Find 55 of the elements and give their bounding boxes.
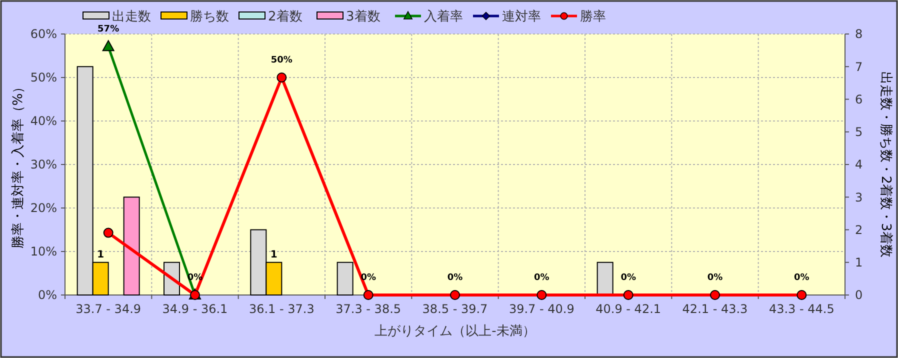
point (623, 290, 634, 300)
data-label: 0% (447, 273, 463, 283)
legend-label: 3着数 (346, 8, 380, 25)
point (710, 290, 720, 300)
point (536, 290, 547, 300)
y-tick-label: 30% (30, 158, 57, 172)
y2-tick-label: 0 (855, 288, 863, 302)
point (103, 228, 114, 238)
x-tick-label: 33.7 - 34.9 (76, 302, 142, 316)
y-tick-label: 20% (30, 201, 57, 216)
y2-tick-label: 1 (855, 256, 863, 270)
data-label: 57% (98, 24, 120, 35)
legend-label: 勝ち数 (190, 10, 229, 25)
y2-tick-label: 7 (855, 60, 863, 74)
legend-label: 入着率 (424, 8, 463, 25)
bar (336, 262, 354, 296)
point (363, 290, 374, 300)
legend-label: 2着数 (268, 8, 302, 25)
x-tick-label: 43.3 - 44.5 (768, 302, 834, 316)
data-label: 0% (620, 273, 636, 283)
y2-tick-label: 8 (855, 27, 863, 42)
data-label: 50% (270, 56, 292, 66)
y-axis-title: 勝率・連対率・入着率（%） (10, 80, 26, 249)
x-tick-label: 40.9 - 42.1 (596, 302, 662, 316)
data-label: 1 (97, 249, 104, 260)
y-tick-label: 10% (30, 244, 57, 259)
legend-label: 勝率 (580, 8, 606, 25)
y2-tick-label: 2 (855, 222, 863, 237)
x-axis-title: 上がりタイム（以上-未満） (374, 324, 536, 339)
y2-tick-label: 6 (855, 92, 863, 106)
y2-tick-label: 5 (855, 125, 863, 140)
bar (596, 262, 614, 296)
x-tick-label: 38.5 - 39.7 (422, 302, 488, 316)
point (276, 72, 287, 82)
x-tick-label: 34.9 - 36.1 (162, 302, 228, 316)
x-tick-label: 37.3 - 38.5 (336, 302, 402, 316)
point (796, 290, 807, 300)
data-label: 0% (534, 273, 550, 283)
y2-tick-label: 3 (855, 190, 863, 204)
y2-axis-title: 出走数・勝ち数・2着数・3着数 (878, 72, 894, 258)
x-tick-label: 39.7 - 40.9 (508, 302, 574, 316)
x-tick-label: 42.1 - 43.3 (682, 302, 748, 316)
y-tick-label: 60% (30, 27, 57, 42)
data-label: 0% (794, 273, 810, 283)
point (450, 290, 460, 300)
legend-label: 連対率 (502, 8, 541, 25)
y-tick-label: 50% (30, 70, 57, 85)
y-tick-label: 0% (38, 288, 57, 302)
data-label: 1 (270, 249, 278, 260)
legend-label: 出走数 (112, 10, 151, 25)
bar (123, 196, 140, 296)
y-tick-label: 40% (30, 114, 57, 128)
data-label: 0% (707, 273, 723, 283)
y2-tick-label: 4 (855, 158, 863, 172)
x-tick-label: 36.1 - 37.3 (248, 302, 314, 316)
